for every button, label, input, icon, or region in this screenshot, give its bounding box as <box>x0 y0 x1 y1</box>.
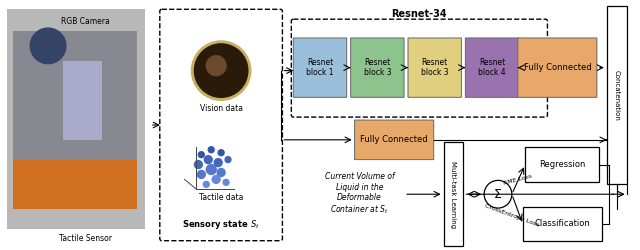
Circle shape <box>195 44 248 97</box>
FancyBboxPatch shape <box>291 19 547 117</box>
FancyBboxPatch shape <box>444 142 463 246</box>
FancyBboxPatch shape <box>160 9 282 241</box>
Circle shape <box>197 170 205 178</box>
FancyBboxPatch shape <box>465 38 519 97</box>
Text: Regression: Regression <box>539 160 586 169</box>
Text: CrossEntropy Loss: CrossEntropy Loss <box>484 204 540 228</box>
Circle shape <box>217 168 225 176</box>
Text: Σ: Σ <box>494 188 502 201</box>
FancyBboxPatch shape <box>607 6 627 184</box>
FancyBboxPatch shape <box>6 9 145 229</box>
Text: Classification: Classification <box>534 220 590 228</box>
Circle shape <box>191 41 251 100</box>
FancyBboxPatch shape <box>518 38 597 97</box>
FancyBboxPatch shape <box>293 38 347 97</box>
Circle shape <box>206 164 216 174</box>
FancyBboxPatch shape <box>13 31 137 189</box>
Circle shape <box>212 176 220 183</box>
Text: Sensory state $S_t$: Sensory state $S_t$ <box>182 218 260 232</box>
Text: Resnet
block 4: Resnet block 4 <box>478 58 506 77</box>
FancyBboxPatch shape <box>408 38 461 97</box>
Text: Resnet
block 3: Resnet block 3 <box>421 58 449 77</box>
FancyBboxPatch shape <box>351 38 404 97</box>
Text: Fully Connected: Fully Connected <box>360 135 428 144</box>
Text: Resnet-34: Resnet-34 <box>392 9 447 19</box>
Text: Tactile data: Tactile data <box>199 193 243 202</box>
Text: Multi-task Learning: Multi-task Learning <box>451 161 456 228</box>
Circle shape <box>204 181 209 187</box>
Circle shape <box>195 160 202 168</box>
FancyBboxPatch shape <box>13 160 137 209</box>
Text: Tactile Sensor: Tactile Sensor <box>59 234 112 243</box>
Circle shape <box>484 180 512 208</box>
Circle shape <box>225 157 231 162</box>
FancyBboxPatch shape <box>525 147 600 182</box>
Text: Resnet
block 1: Resnet block 1 <box>307 58 333 77</box>
Text: Current Volume of
Liquid in the
Deformable
Container at $S_t$: Current Volume of Liquid in the Deformab… <box>324 172 394 216</box>
Text: Concatenation: Concatenation <box>614 70 620 121</box>
Circle shape <box>208 147 214 153</box>
Text: Vision data: Vision data <box>200 104 243 113</box>
Circle shape <box>204 156 212 164</box>
FancyBboxPatch shape <box>523 206 602 241</box>
Text: RGB Camera: RGB Camera <box>61 17 110 26</box>
FancyBboxPatch shape <box>355 120 434 160</box>
Text: Fully Connected: Fully Connected <box>524 63 591 72</box>
Text: Resnet
block 3: Resnet block 3 <box>364 58 391 77</box>
Circle shape <box>218 150 224 156</box>
Circle shape <box>30 28 66 64</box>
Circle shape <box>206 56 226 76</box>
Circle shape <box>198 152 204 158</box>
FancyBboxPatch shape <box>63 61 102 140</box>
Text: RME Loss: RME Loss <box>503 173 532 186</box>
Circle shape <box>214 158 222 166</box>
Circle shape <box>223 180 229 185</box>
